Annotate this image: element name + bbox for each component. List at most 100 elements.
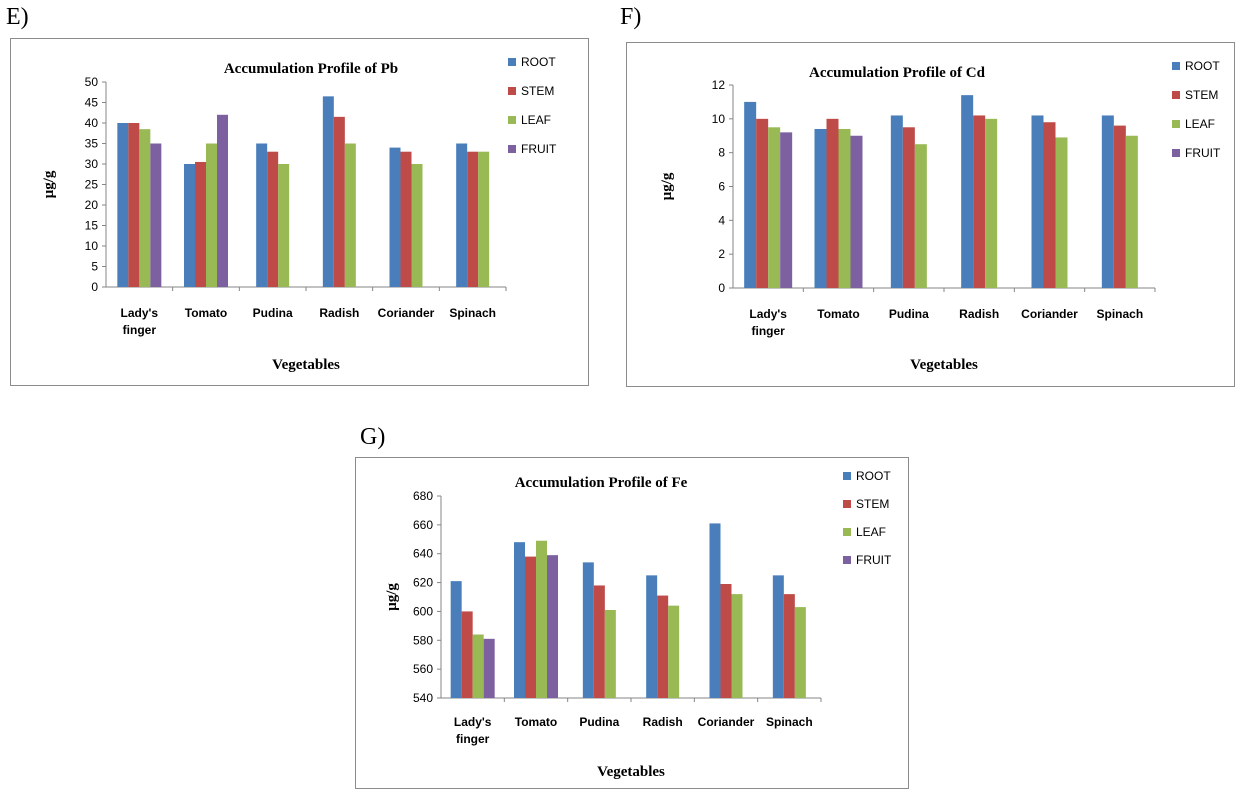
category-label-radish: Radish bbox=[959, 307, 999, 321]
y-axis-title: µg/g bbox=[384, 583, 400, 611]
y-tick-label: 660 bbox=[413, 518, 433, 532]
category-label-spinach: Spinach bbox=[1096, 307, 1143, 321]
legend-swatch-root bbox=[1172, 62, 1180, 70]
y-tick-label: 25 bbox=[85, 178, 99, 192]
y-tick-label: 0 bbox=[91, 280, 98, 294]
category-label-pudina: Pudina bbox=[579, 715, 619, 729]
bar-leaf-coriander bbox=[411, 164, 423, 287]
bar-root-coriander bbox=[1031, 115, 1044, 288]
bar-stem-pudina bbox=[902, 127, 915, 289]
bar-fruit-lady-s-finger bbox=[150, 143, 162, 287]
bar-leaf-lady-s-finger bbox=[768, 127, 781, 289]
y-tick-label: 4 bbox=[718, 213, 725, 227]
y-tick-label: 30 bbox=[85, 157, 99, 171]
panel-label-e: E) bbox=[6, 4, 29, 30]
chart-title: Accumulation Profile of Cd bbox=[809, 65, 986, 81]
bar-root-spinach bbox=[456, 143, 468, 287]
legend-label-fruit: FRUIT bbox=[856, 553, 892, 567]
bar-leaf-radish bbox=[985, 118, 998, 288]
category-label-tomato: Tomato bbox=[515, 715, 557, 729]
bar-root-pudina bbox=[256, 143, 268, 287]
bar-stem-coriander bbox=[1043, 122, 1056, 288]
x-axis-title: Vegetables bbox=[272, 357, 340, 373]
y-tick-label: 580 bbox=[413, 633, 433, 647]
legend-label-fruit: FRUIT bbox=[521, 142, 557, 156]
y-tick-label: 15 bbox=[85, 219, 99, 233]
bar-fruit-lady-s-finger bbox=[483, 638, 495, 698]
y-axis-title: µg/g bbox=[41, 170, 57, 198]
category-label-coriander: Coriander bbox=[378, 306, 435, 320]
category-label-coriander: Coriander bbox=[698, 715, 755, 729]
bar-leaf-pudina bbox=[914, 144, 927, 288]
bar-stem-radish bbox=[973, 115, 986, 288]
bar-leaf-coriander bbox=[1055, 137, 1068, 288]
x-axis-title: Vegetables bbox=[597, 764, 665, 780]
y-tick-label: 0 bbox=[718, 281, 725, 295]
y-tick-label: 10 bbox=[85, 239, 99, 253]
legend-label-leaf: LEAF bbox=[521, 113, 551, 127]
chart-pb-svg: Accumulation Profile of Pb 0 5 10 15 20 25 30 35… bbox=[41, 55, 557, 373]
bar-leaf-tomato bbox=[838, 128, 851, 288]
legend-label-stem: STEM bbox=[856, 497, 889, 511]
bar-root-tomato bbox=[814, 128, 827, 288]
legend-swatch-stem bbox=[1172, 91, 1180, 99]
legend-swatch-fruit bbox=[1172, 149, 1180, 157]
bar-stem-lady-s-finger bbox=[128, 123, 140, 287]
bar-stem-tomato bbox=[525, 556, 536, 698]
panel-label-f: F) bbox=[620, 4, 642, 30]
y-tick-label: 8 bbox=[718, 146, 725, 160]
chart-fe-svg: Accumulation Profile of Fe 540 560 580 600 62… bbox=[384, 469, 892, 780]
panel-label-g: G) bbox=[360, 424, 386, 450]
y-tick-label: 5 bbox=[91, 260, 98, 274]
bar-root-lady-s-finger bbox=[450, 581, 462, 698]
bar-leaf-radish bbox=[344, 143, 356, 287]
bar-stem-coriander bbox=[720, 584, 732, 698]
bar-stem-radish bbox=[333, 116, 345, 287]
y-tick-label: 620 bbox=[413, 576, 433, 590]
bar-root-tomato bbox=[514, 542, 525, 698]
y-tick-label: 680 bbox=[413, 489, 433, 503]
x-axis-title: Vegetables bbox=[910, 357, 978, 373]
legend-label-leaf: LEAF bbox=[1185, 117, 1215, 131]
legend-swatch-fruit bbox=[843, 556, 851, 564]
bar-leaf-spinach bbox=[1125, 135, 1138, 288]
bar-root-lady-s-finger bbox=[117, 123, 129, 287]
y-tick-label: 20 bbox=[85, 198, 99, 212]
y-tick-label: 600 bbox=[413, 604, 433, 618]
bar-leaf-coriander bbox=[731, 594, 743, 698]
bar-root-spinach bbox=[772, 575, 784, 698]
bar-root-coriander bbox=[389, 147, 401, 287]
y-tick-label: 40 bbox=[85, 116, 99, 130]
bar-stem-spinach bbox=[783, 594, 795, 698]
category-label-lady-s-finger: Lady's finger bbox=[749, 307, 787, 338]
legend-swatch-root bbox=[508, 58, 516, 66]
category-label-lady-s-finger: Lady's finger bbox=[454, 715, 492, 746]
legend-swatch-leaf bbox=[1172, 120, 1180, 128]
bar-stem-tomato bbox=[826, 118, 839, 288]
bar-root-radish bbox=[961, 95, 974, 289]
chart-fe: Accumulation Profile of Fe 540 560 580 600 62… bbox=[355, 457, 909, 789]
y-tick-label: 560 bbox=[413, 662, 433, 676]
chart-title: Accumulation Profile of Pb bbox=[224, 61, 398, 77]
y-tick-label: 12 bbox=[712, 78, 726, 92]
bar-leaf-spinach bbox=[794, 607, 806, 698]
category-label-pudina: Pudina bbox=[253, 306, 293, 320]
category-label-pudina: Pudina bbox=[889, 307, 929, 321]
bar-fruit-tomato bbox=[547, 555, 558, 698]
bar-fruit-lady-s-finger bbox=[780, 132, 793, 288]
bar-root-pudina bbox=[582, 562, 594, 698]
bar-root-spinach bbox=[1101, 115, 1114, 288]
bar-root-coriander bbox=[709, 523, 721, 698]
bar-fruit-tomato bbox=[217, 114, 228, 287]
bar-root-lady-s-finger bbox=[744, 101, 757, 288]
bar-stem-pudina bbox=[267, 151, 279, 287]
chart-cd-svg: Accumulation Profile of Cd 0 2 4 6 8 10 12 µg/g V… bbox=[659, 59, 1221, 373]
y-tick-label: 35 bbox=[85, 137, 99, 151]
legend-label-stem: STEM bbox=[521, 84, 554, 98]
category-label-tomato: Tomato bbox=[817, 307, 859, 321]
bar-leaf-pudina bbox=[278, 164, 290, 287]
bar-root-pudina bbox=[890, 115, 903, 288]
y-tick-label: 45 bbox=[85, 96, 99, 110]
bar-leaf-lady-s-finger bbox=[139, 129, 151, 287]
bar-leaf-lady-s-finger bbox=[472, 634, 484, 698]
